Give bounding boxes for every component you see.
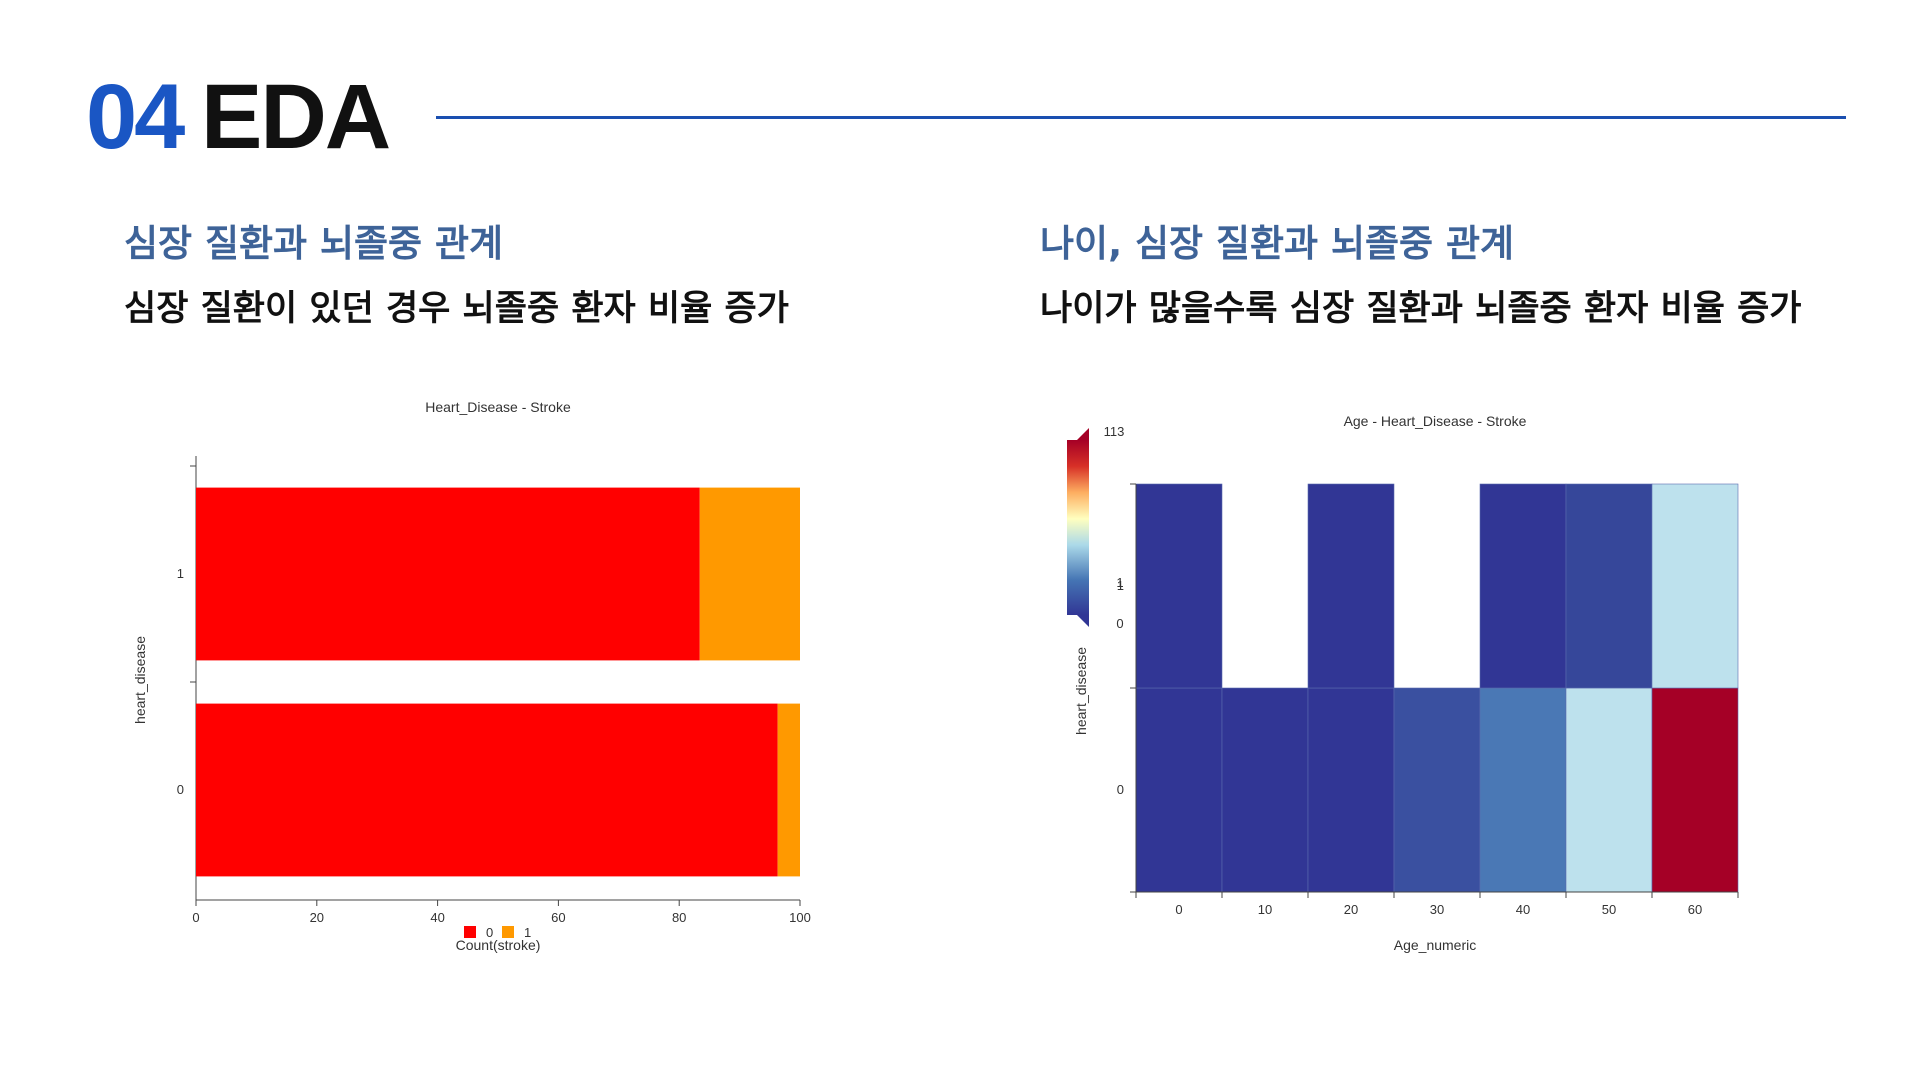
color-scale-max-label: 113 — [1104, 424, 1125, 439]
legend-label-0: 0 — [486, 925, 493, 940]
heatmap-cell-0-30 — [1393, 687, 1481, 893]
heatmap-y-tick-label: 0 — [1117, 782, 1124, 797]
heatmap-x-tick-label: 40 — [1516, 902, 1530, 917]
heatmap-title: Age - Heart_Disease - Stroke — [1344, 413, 1527, 429]
bar-x-tick-label: 0 — [192, 910, 199, 925]
right-section-subtitle: 나이가 많을수록 심장 질환과 뇌졸중 환자 비율 증가 — [1040, 289, 1802, 329]
color-scale-mid-label: 1 — [1116, 575, 1123, 590]
bar-chart-y-axis-label: heart_disease — [132, 636, 148, 724]
bar-chart-title: Heart_Disease - Stroke — [425, 399, 571, 415]
bar-plot-area: 010 20 40 60 80 100 — [177, 456, 811, 925]
color-scale-max-arrow — [1077, 428, 1089, 440]
bar-segment-0-stroke-0 — [196, 703, 778, 877]
heatmap-cell-0-10 — [1221, 687, 1309, 893]
left-section-subtitle: 심장 질환이 있던 경우 뇌졸중 환자 비율 증가 — [124, 289, 789, 329]
heatmap-cell-1-0 — [1135, 483, 1223, 689]
heatmap-x-tick-label: 0 — [1175, 902, 1182, 917]
heart-disease-stroke-bar-chart: Heart_Disease - Stroke 010 20 40 60 80 100 he… — [132, 399, 811, 953]
heatmap-cell-1-20 — [1307, 483, 1395, 689]
heatmap-cell-1-60 — [1651, 483, 1739, 689]
color-scale-bar — [1067, 440, 1089, 615]
bar-segment-0-stroke-1 — [777, 703, 800, 877]
section-number: 04 — [86, 66, 185, 168]
heatmap-cell-0-60 — [1651, 687, 1739, 893]
bar-x-tick-label: 60 — [551, 910, 565, 925]
heatmap-cell-0-20 — [1307, 687, 1395, 893]
bar-y-tick-label: 0 — [177, 782, 184, 797]
bar-segment-1-stroke-0 — [196, 487, 700, 661]
right-section-title: 나이, 심장 질환과 뇌졸중 관계 — [1040, 222, 1515, 265]
heatmap-cell-1-50 — [1565, 483, 1653, 689]
heatmap-cell-0-50 — [1565, 687, 1653, 893]
color-scale-min-label: 0 — [1116, 616, 1123, 631]
page-title: EDA — [201, 66, 391, 168]
heatmap-color-legend: 113 1 0 — [1067, 424, 1124, 631]
bar-x-tick-label: 80 — [672, 910, 686, 925]
bar-segment-1-stroke-1 — [699, 487, 800, 661]
heatmap-x-tick-label: 10 — [1258, 902, 1272, 917]
bar-x-tick-label: 100 — [789, 910, 811, 925]
heatmap-plot-area: 010 10 20 30 40 50 60 — [1117, 483, 1739, 917]
heatmap-x-axis-label: Age_numeric — [1394, 937, 1477, 953]
heatmap-y-axis-label: heart_disease — [1073, 647, 1089, 735]
heatmap-x-tick-label: 50 — [1602, 902, 1616, 917]
bar-x-tick-label: 20 — [310, 910, 324, 925]
heatmap-x-tick-label: 60 — [1688, 902, 1702, 917]
age-heart-disease-stroke-heatmap: Age - Heart_Disease - Stroke 113 1 0 010… — [1067, 413, 1739, 953]
left-section-title: 심장 질환과 뇌졸중 관계 — [124, 222, 504, 265]
legend-label-1: 1 — [524, 925, 531, 940]
bar-x-tick-label: 40 — [430, 910, 444, 925]
color-scale-min-arrow — [1077, 615, 1089, 627]
heatmap-x-tick-label: 20 — [1344, 902, 1358, 917]
bar-chart-x-axis-label: Count(stroke) — [456, 937, 541, 953]
heatmap-cell-1-40 — [1479, 483, 1567, 689]
header-divider — [436, 116, 1846, 119]
heatmap-y-tick-label: 1 — [1117, 578, 1124, 593]
heatmap-x-tick-label: 30 — [1430, 902, 1444, 917]
legend-swatch-1 — [502, 926, 514, 938]
heatmap-cell-0-0 — [1135, 687, 1223, 893]
heatmap-cell-0-40 — [1479, 687, 1567, 893]
bar-y-tick-label: 1 — [177, 566, 184, 581]
legend-swatch-0 — [464, 926, 476, 938]
